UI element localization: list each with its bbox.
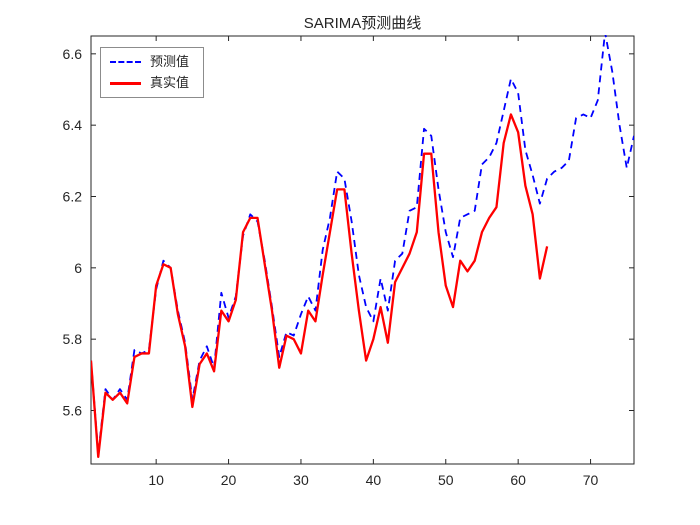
x-tick-label: 20 [221,472,237,488]
y-tick-label: 5.6 [63,403,83,419]
x-tick-label: 60 [510,472,526,488]
series-line-actual [91,113,549,459]
x-tick-label: 10 [148,472,164,488]
legend-item-actual: 真实值 [110,75,189,91]
y-tick-label: 6.4 [63,117,83,133]
y-tick-label: 6.6 [63,46,83,62]
legend-label-actual: 真实值 [150,75,190,90]
legend-item-predicted: 预测值 [110,54,189,70]
actual-line-sample-icon [110,81,141,85]
legend[interactable]: 预测值 真实值 [100,47,205,98]
predicted-line-sample-icon [110,61,141,63]
x-tick-label: 50 [438,472,454,488]
y-tick-label: 5.8 [63,331,83,347]
y-tick-label: 6.2 [63,189,83,205]
series-group [91,35,634,459]
axes-box [90,35,635,465]
legend-label-predicted: 预测值 [150,54,190,69]
y-tick-label: 6 [74,260,82,276]
x-tick-label: 40 [366,472,382,488]
x-tick-label: 30 [293,472,309,488]
x-tick-label: 70 [583,472,599,488]
chart-title: SARIMA预测曲线 [303,15,422,32]
